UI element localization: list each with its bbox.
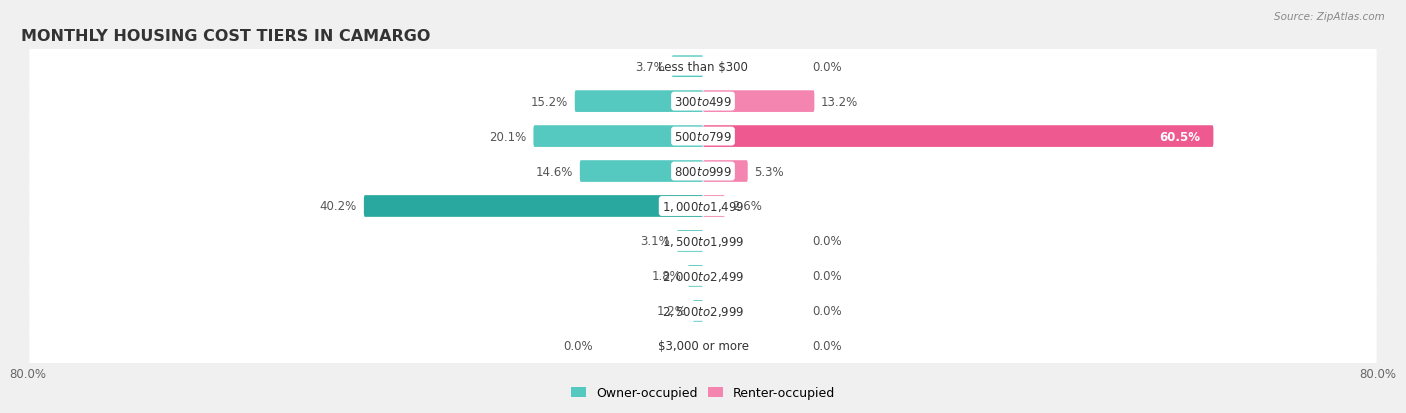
- Text: $2,000 to $2,499: $2,000 to $2,499: [662, 269, 744, 283]
- FancyBboxPatch shape: [30, 255, 1376, 297]
- FancyBboxPatch shape: [533, 126, 703, 147]
- Text: 1.8%: 1.8%: [651, 270, 681, 283]
- FancyBboxPatch shape: [30, 46, 1376, 88]
- Text: MONTHLY HOUSING COST TIERS IN CAMARGO: MONTHLY HOUSING COST TIERS IN CAMARGO: [21, 29, 430, 44]
- FancyBboxPatch shape: [688, 266, 703, 287]
- Text: $800 to $999: $800 to $999: [673, 165, 733, 178]
- FancyBboxPatch shape: [703, 161, 748, 183]
- FancyBboxPatch shape: [30, 150, 1376, 193]
- Text: 5.3%: 5.3%: [755, 165, 785, 178]
- FancyBboxPatch shape: [703, 196, 725, 217]
- FancyBboxPatch shape: [672, 56, 703, 78]
- Text: 13.2%: 13.2%: [821, 95, 858, 108]
- Text: 0.0%: 0.0%: [813, 270, 842, 283]
- Text: 0.0%: 0.0%: [564, 339, 593, 352]
- Legend: Owner-occupied, Renter-occupied: Owner-occupied, Renter-occupied: [567, 381, 839, 404]
- Text: $2,500 to $2,999: $2,500 to $2,999: [662, 304, 744, 318]
- Text: 0.0%: 0.0%: [813, 235, 842, 248]
- FancyBboxPatch shape: [364, 196, 703, 217]
- Text: 14.6%: 14.6%: [536, 165, 574, 178]
- Text: 3.7%: 3.7%: [636, 61, 665, 74]
- Text: $3,000 or more: $3,000 or more: [658, 339, 748, 352]
- Text: 2.6%: 2.6%: [731, 200, 762, 213]
- FancyBboxPatch shape: [30, 290, 1376, 332]
- FancyBboxPatch shape: [579, 161, 703, 183]
- Text: 1.2%: 1.2%: [657, 305, 686, 318]
- FancyBboxPatch shape: [676, 230, 703, 252]
- FancyBboxPatch shape: [693, 300, 703, 322]
- Text: 0.0%: 0.0%: [813, 339, 842, 352]
- Text: $1,500 to $1,999: $1,500 to $1,999: [662, 235, 744, 248]
- FancyBboxPatch shape: [575, 91, 703, 113]
- Text: $300 to $499: $300 to $499: [673, 95, 733, 108]
- Text: $1,000 to $1,499: $1,000 to $1,499: [662, 199, 744, 214]
- Text: Source: ZipAtlas.com: Source: ZipAtlas.com: [1274, 12, 1385, 22]
- Text: 0.0%: 0.0%: [813, 61, 842, 74]
- FancyBboxPatch shape: [30, 185, 1376, 228]
- FancyBboxPatch shape: [30, 325, 1376, 367]
- Text: 15.2%: 15.2%: [531, 95, 568, 108]
- Text: 0.0%: 0.0%: [813, 305, 842, 318]
- Text: Less than $300: Less than $300: [658, 61, 748, 74]
- FancyBboxPatch shape: [703, 91, 814, 113]
- Text: 40.2%: 40.2%: [321, 200, 357, 213]
- Text: 20.1%: 20.1%: [489, 130, 527, 143]
- FancyBboxPatch shape: [703, 126, 1213, 147]
- FancyBboxPatch shape: [30, 220, 1376, 263]
- Text: $500 to $799: $500 to $799: [673, 130, 733, 143]
- Text: 60.5%: 60.5%: [1160, 130, 1201, 143]
- Text: 3.1%: 3.1%: [640, 235, 671, 248]
- FancyBboxPatch shape: [30, 116, 1376, 158]
- FancyBboxPatch shape: [30, 81, 1376, 123]
